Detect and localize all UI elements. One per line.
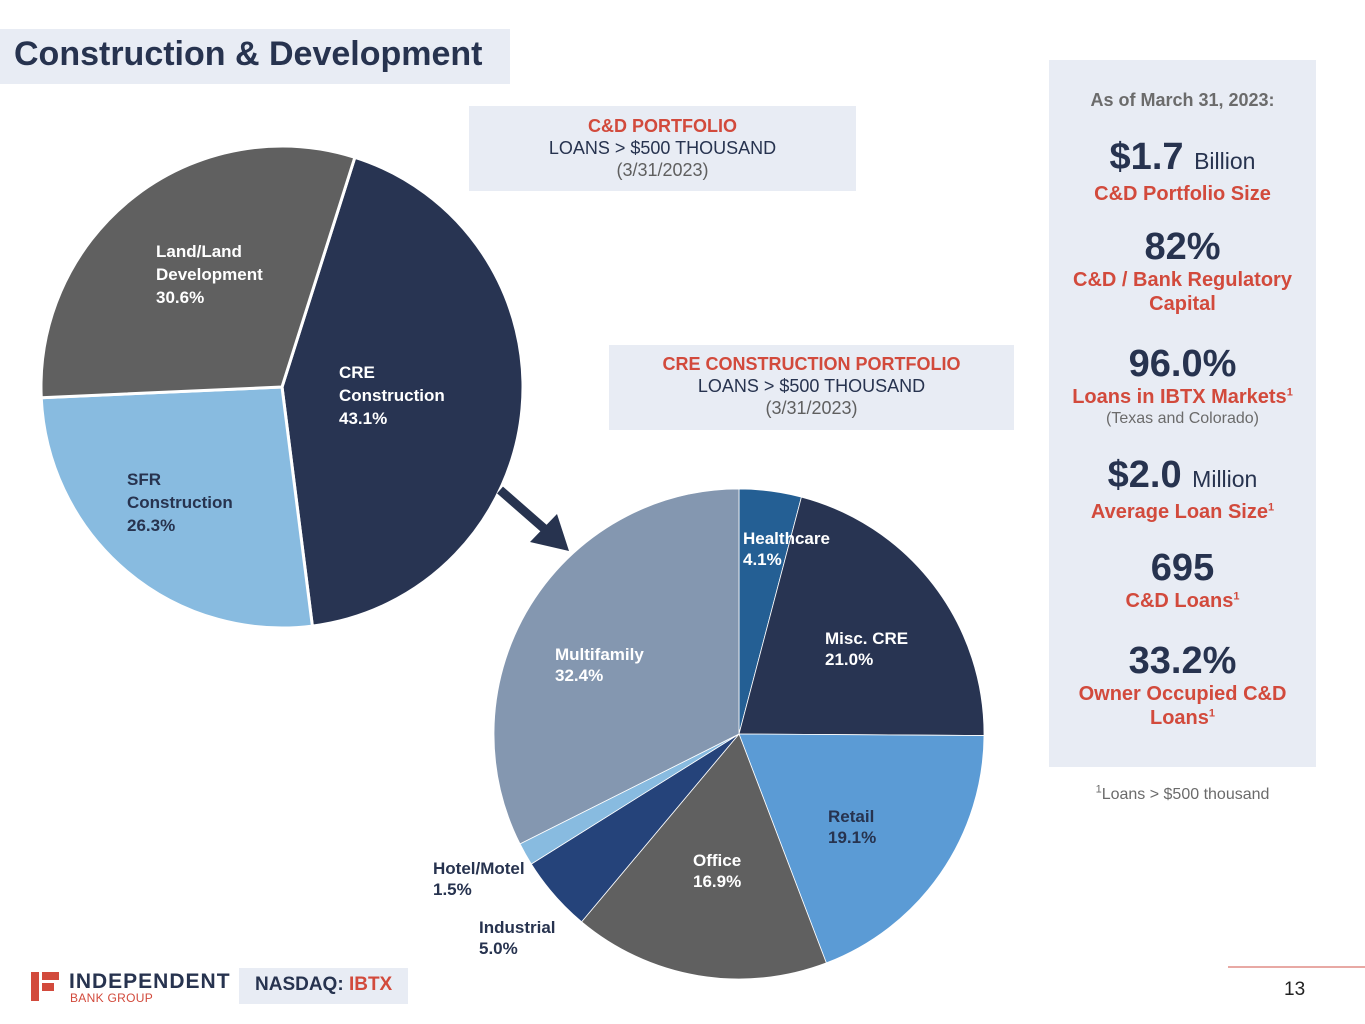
stat-label: Loans in IBTX Markets	[1072, 386, 1287, 408]
stat-value: $1.7	[1109, 136, 1184, 178]
stat-value: 82%	[1144, 226, 1221, 268]
stat-label: Average Loan Size	[1090, 501, 1268, 523]
slice-name: Retail	[828, 807, 874, 826]
slice-name: Development	[156, 265, 263, 284]
caption-title: CRE CONSTRUCTION PORTFOLIO	[662, 354, 961, 374]
slice-label: Multifamily 32.4%	[555, 645, 644, 685]
stat-portfolio-size: $1.7 Billion C&D Portfolio Size	[1049, 136, 1316, 206]
cd-portfolio-caption: C&D PORTFOLIO LOANS > $500 THOUSAND (3/3…	[469, 106, 856, 191]
stat-label: Owner Occupied C&D Loans	[1078, 683, 1287, 729]
title-bar: Construction & Development	[0, 29, 510, 84]
as-of-date: As of March 31, 2023:	[1090, 90, 1275, 110]
slice-percent: 5.0%	[479, 939, 518, 958]
slice-name: SFR	[127, 470, 161, 489]
stat-value: 695	[1150, 547, 1215, 589]
stat-value: 96.0%	[1128, 343, 1237, 385]
footnote-ref: 1	[1267, 501, 1275, 514]
footnote: 1Loans > $500 thousand	[1049, 783, 1316, 804]
slice-label: Retail 19.1%	[828, 807, 876, 847]
slice-name: Misc. CRE	[825, 629, 908, 648]
footnote-ref: 1	[1286, 386, 1293, 399]
slice-percent: 30.6%	[156, 288, 204, 307]
caption-title: C&D PORTFOLIO	[588, 116, 737, 136]
slice-name: CRE	[339, 363, 375, 382]
slice-name: Multifamily	[555, 645, 644, 664]
pie-slice-cre-construction	[280, 155, 525, 628]
stat-owner-occupied: 33.2% Owner Occupied C&D Loans1	[1049, 640, 1316, 730]
pie-slice-retail	[738, 733, 985, 964]
slice-label: Healthcare 4.1%	[743, 529, 830, 569]
stat-average-loan-size: $2.0 Million Average Loan Size1	[1049, 454, 1316, 524]
stat-unit: Million	[1192, 466, 1258, 492]
slice-name: Healthcare	[743, 529, 830, 548]
stat-note: (Texas and Colorado)	[1106, 410, 1259, 427]
slice-name: Construction	[339, 386, 445, 405]
stat-label: C&D / Bank Regulatory Capital	[1073, 269, 1292, 315]
stat-unit: Billion	[1194, 148, 1256, 174]
slice-name: Industrial	[479, 918, 556, 937]
slice-name: Hotel/Motel	[433, 859, 525, 878]
pie-slice-land-land-development	[39, 144, 357, 400]
page-title: Construction & Development	[14, 35, 483, 73]
stat-value: 33.2%	[1128, 640, 1237, 682]
stat-regulatory-capital: 82% C&D / Bank Regulatory Capital	[1049, 226, 1316, 316]
slice-name: Office	[693, 851, 741, 870]
caption-date: (3/31/2023)	[765, 398, 858, 418]
ticker-symbol: IBTX	[348, 974, 393, 995]
logo-subtitle: BANK GROUP	[70, 991, 154, 1005]
company-logo: INDEPENDENT BANK GROUP	[31, 970, 231, 1005]
slice-name: Land/Land	[156, 242, 242, 261]
cre-portfolio-caption: CRE CONSTRUCTION PORTFOLIO LOANS > $500 …	[609, 345, 1014, 430]
cd-portfolio-pie: CRE Construction 43.1% SFR Construction 26.3%…	[39, 144, 525, 630]
stat-value: $2.0	[1107, 454, 1182, 496]
page-number-rule	[1228, 966, 1365, 968]
slice-percent: 32.4%	[555, 666, 603, 685]
footnote-ref: 1	[1208, 707, 1216, 720]
slice-label: Land/Land Development 30.6%	[156, 242, 263, 307]
ticker-badge: NASDAQ: IBTX	[239, 968, 408, 1004]
page-number: 13	[1284, 979, 1306, 1000]
pie-slice-multifamily	[493, 488, 740, 845]
ticker-exchange: NASDAQ:	[255, 974, 349, 995]
slice-percent: 21.0%	[825, 650, 873, 669]
pie-slice-sfr-construction	[39, 385, 314, 630]
cre-construction-pie: Healthcare 4.1% Misc. CRE 21.0% Retail 19.1% O…	[433, 488, 985, 980]
slice-label: Industrial 5.0%	[479, 918, 556, 958]
footnote-text: Loans > $500 thousand	[1101, 786, 1270, 803]
slice-label: Office 16.9%	[693, 851, 741, 891]
slice-percent: 19.1%	[828, 828, 876, 847]
slice-label: CRE Construction 43.1%	[339, 363, 445, 428]
caption-subtitle: LOANS > $500 THOUSAND	[697, 376, 926, 396]
footnote-mark: 1	[1095, 783, 1102, 796]
slice-label: SFR Construction 26.3%	[127, 470, 233, 535]
drilldown-arrow-icon	[497, 486, 569, 551]
slice-percent: 26.3%	[127, 516, 175, 535]
slice-label: Misc. CRE 21.0%	[825, 629, 908, 669]
pie-slice-office	[581, 733, 827, 980]
logo-wordmark: INDEPENDENT	[69, 970, 231, 993]
stats-panel: As of March 31, 2023: $1.7 Billion C&D P…	[1049, 60, 1316, 767]
caption-subtitle: LOANS > $500 THOUSAND	[548, 138, 777, 158]
logo-mark-icon	[31, 972, 59, 1001]
slice-label: Hotel/Motel 1.5%	[433, 859, 525, 899]
pie-slice-misc-cre	[738, 496, 985, 736]
slice-name: Construction	[127, 493, 233, 512]
caption-date: (3/31/2023)	[616, 160, 709, 180]
stat-loan-count: 695 C&D Loans1	[1049, 547, 1316, 613]
slice-percent: 1.5%	[433, 880, 472, 899]
slice-percent: 4.1%	[743, 550, 782, 569]
stat-label: C&D Loans	[1125, 590, 1234, 612]
stat-ibtx-markets: 96.0% Loans in IBTX Markets1 (Texas and …	[1049, 343, 1316, 429]
footnote-ref: 1	[1233, 590, 1240, 603]
stat-label: C&D Portfolio Size	[1094, 183, 1271, 205]
slice-percent: 43.1%	[339, 409, 387, 428]
slice-percent: 16.9%	[693, 872, 741, 891]
